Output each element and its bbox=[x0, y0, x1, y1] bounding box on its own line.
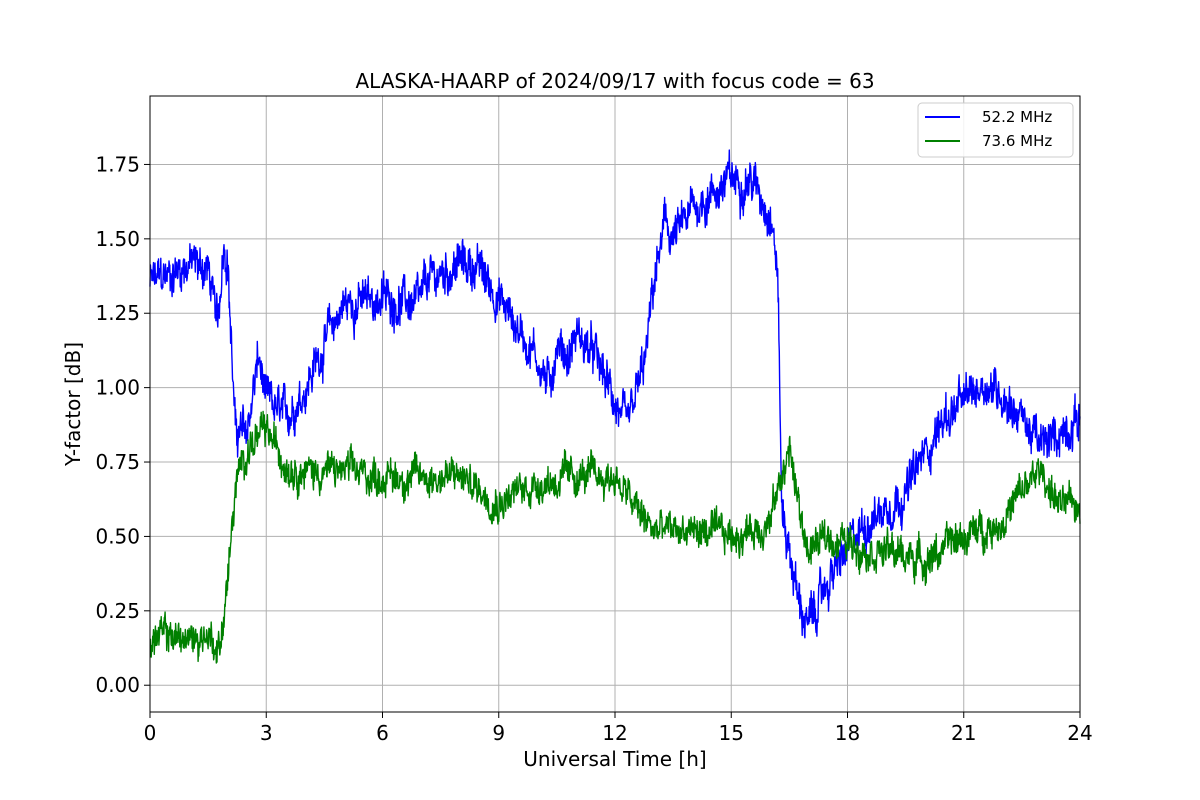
x-tick-label: 24 bbox=[1067, 721, 1092, 745]
x-tick-label: 3 bbox=[260, 721, 273, 745]
y-tick-label: 1.25 bbox=[95, 301, 140, 325]
y-tick-label: 1.00 bbox=[95, 376, 140, 400]
legend-label-73mhz: 73.6 MHz bbox=[982, 132, 1052, 150]
y-axis: 0.00 0.25 0.50 0.75 1.00 1.25 1.50 1.75 bbox=[95, 152, 150, 697]
y-tick-label: 1.50 bbox=[95, 227, 140, 251]
y-axis-label: Y-factor [dB] bbox=[61, 342, 85, 467]
y-tick-label: 1.75 bbox=[95, 152, 140, 176]
x-axis-label: Universal Time [h] bbox=[523, 747, 706, 771]
legend: 52.2 MHz 73.6 MHz bbox=[917, 102, 1074, 158]
x-axis: 0 3 6 9 12 15 18 21 24 bbox=[144, 712, 1093, 745]
x-tick-label: 0 bbox=[144, 721, 157, 745]
x-tick-label: 6 bbox=[376, 721, 389, 745]
y-tick-label: 0.75 bbox=[95, 450, 140, 474]
y-tick-label: 0.25 bbox=[95, 599, 140, 623]
series-layer bbox=[149, 149, 1081, 664]
x-tick-label: 21 bbox=[951, 721, 976, 745]
chart-title: ALASKA-HAARP of 2024/09/17 with focus co… bbox=[355, 69, 874, 93]
x-tick-label: 12 bbox=[602, 721, 627, 745]
y-tick-label: 0.00 bbox=[95, 673, 140, 697]
legend-label-52mhz: 52.2 MHz bbox=[982, 108, 1052, 126]
series-line-0 bbox=[149, 149, 1081, 639]
y-tick-label: 0.50 bbox=[95, 524, 140, 548]
x-tick-label: 9 bbox=[492, 721, 505, 745]
series-line-1 bbox=[149, 410, 1081, 664]
x-tick-label: 18 bbox=[835, 721, 860, 745]
x-tick-label: 15 bbox=[719, 721, 744, 745]
